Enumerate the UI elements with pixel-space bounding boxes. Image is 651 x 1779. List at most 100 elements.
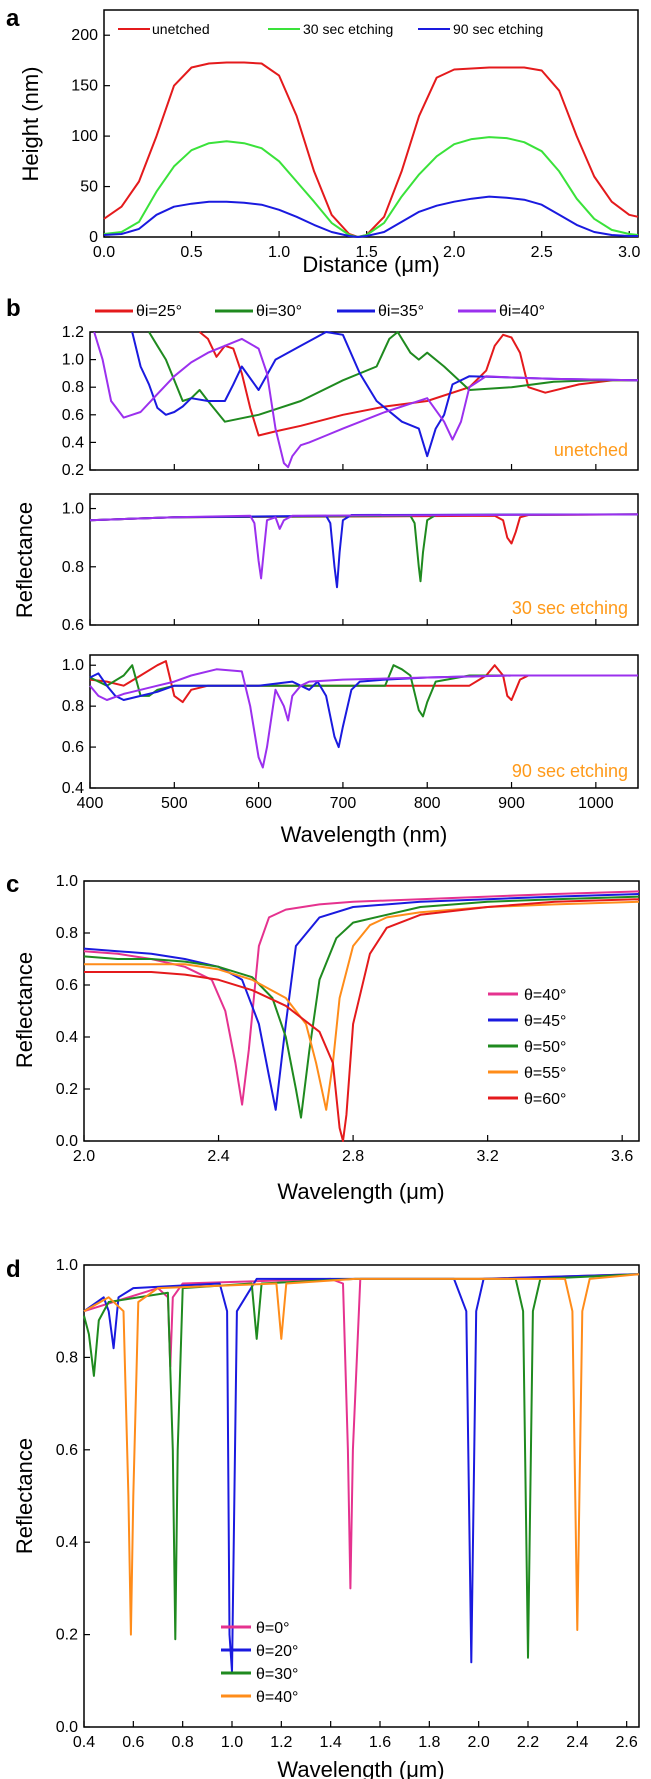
series-line-c-1 xyxy=(83,893,640,1111)
c-y-tick-label: 0.8 xyxy=(56,925,78,942)
c-y-tick-label: 0.4 xyxy=(56,1029,78,1046)
panel-b: b θi=25° θi=30° θi=35° θi=40° 0.2 0.4 0.6 0… xyxy=(6,295,639,847)
series-line-a-0 xyxy=(103,61,639,238)
legend-label-30-sec: 30 sec etching xyxy=(303,21,393,37)
plot-frame-b3 xyxy=(89,654,639,789)
series-line-b1-2 xyxy=(131,331,639,458)
annotation-90-sec-etching: 90 sec etching xyxy=(512,761,628,781)
c-x-tick-label: 3.2 xyxy=(477,1148,499,1165)
d-y-tick-label: 0.0 xyxy=(56,1719,78,1736)
legend-label-d-0: θ=0° xyxy=(256,1620,290,1637)
y-axis-label-b: Reflectance xyxy=(12,502,37,618)
b2-y-tick-label: 0.6 xyxy=(62,617,84,634)
legend-label-d-1: θ=20° xyxy=(256,1643,298,1660)
series-line-b1-3 xyxy=(93,331,639,469)
d-x-tick-label: 0.6 xyxy=(122,1734,144,1751)
a-x-tick-label: 0.5 xyxy=(180,244,202,261)
d-x-tick-label: 2.2 xyxy=(517,1734,539,1751)
d-y-tick-label: 1.0 xyxy=(56,1257,78,1274)
legend-label-c-2: θ=50° xyxy=(524,1039,566,1056)
d-y-tick-label: 0.8 xyxy=(56,1349,78,1366)
a-x-tick-label: 1.0 xyxy=(268,244,290,261)
x-axis-label-a: Distance (μm) xyxy=(302,252,439,277)
a-y-tick-label: 200 xyxy=(71,27,98,44)
b3-x-tick-label: 400 xyxy=(77,795,104,812)
series-line-d-2 xyxy=(83,1273,640,1659)
b3-y-tick-label: 0.4 xyxy=(62,780,84,797)
panel-label-c: c xyxy=(6,871,19,898)
c-y-tick-label: 0.0 xyxy=(56,1133,78,1150)
plot-frame-b1 xyxy=(89,331,639,471)
y-axis-label-c: Reflectance xyxy=(12,952,37,1068)
b3-x-tick-label: 500 xyxy=(161,795,188,812)
b1-y-tick-label: 0.8 xyxy=(62,379,84,396)
legend-label-theta-40: θi=40° xyxy=(499,303,545,320)
c-x-tick-label: 2.0 xyxy=(73,1148,95,1165)
series-line-b3-3 xyxy=(89,668,638,769)
d-y-tick-label: 0.6 xyxy=(56,1442,78,1459)
legend-label-d-3: θ=40° xyxy=(256,1689,298,1706)
d-x-tick-label: 2.4 xyxy=(566,1734,588,1751)
legend-label-theta-25: θi=25° xyxy=(136,303,182,320)
c-x-tick-label: 2.4 xyxy=(207,1148,229,1165)
series-line-b2-1 xyxy=(89,513,639,583)
x-axis-label-c: Wavelength (μm) xyxy=(277,1179,444,1204)
a-y-tick-label: 50 xyxy=(80,179,98,196)
legend-label-c-3: θ=55° xyxy=(524,1065,566,1082)
d-x-tick-label: 1.8 xyxy=(418,1734,440,1751)
a-y-tick-label: 0 xyxy=(89,229,98,246)
plot-frame-a xyxy=(103,9,639,238)
legend-c: θ=40° θ=45° θ=50° θ=55° θ=60° xyxy=(488,987,566,1108)
d-x-tick-label: 1.0 xyxy=(221,1734,243,1751)
b3-y-tick-label: 0.6 xyxy=(62,739,84,756)
b1-y-tick-label: 0.6 xyxy=(62,407,84,424)
legend-b: θi=25° θi=30° θi=35° θi=40° xyxy=(95,303,545,320)
d-x-tick-label: 1.6 xyxy=(369,1734,391,1751)
y-axis-label-d: Reflectance xyxy=(12,1438,37,1554)
b1-y-tick-label: 0.4 xyxy=(62,434,84,451)
panel-d: d 0.4 0.6 0.8 1.0 1.2 1.4 1.6 1.8 2.0 2.2 2.4 2.6 0.… xyxy=(6,1256,640,1779)
b3-y-tick-label: 0.8 xyxy=(62,698,84,715)
annotation-unetched: unetched xyxy=(554,440,628,460)
legend-label-c-4: θ=60° xyxy=(524,1091,566,1108)
d-x-tick-label: 0.4 xyxy=(73,1734,95,1751)
plot-frame-c xyxy=(83,880,640,1142)
c-y-tick-label: 0.2 xyxy=(56,1081,78,1098)
d-x-tick-label: 2.0 xyxy=(468,1734,490,1751)
legend-a: unetched 30 sec etching 90 sec etching xyxy=(118,21,543,37)
series-line-c-2 xyxy=(83,895,640,1119)
panel-a: a 0.0 0.5 1.0 1.5 2.0 2.5 3.0 0 50 100 150 200 unet… xyxy=(6,5,640,277)
series-line-b2-0 xyxy=(89,513,639,545)
panel-label-d: d xyxy=(6,1256,21,1283)
d-y-tick-label: 0.2 xyxy=(56,1627,78,1644)
series-line-c-3 xyxy=(84,900,640,1111)
a-y-tick-label: 150 xyxy=(71,78,98,95)
series-line-d-3 xyxy=(83,1273,640,1636)
plot-frame-b2 xyxy=(89,493,639,626)
b3-x-tick-label: 900 xyxy=(498,795,525,812)
series-line-b2-3 xyxy=(89,513,639,580)
annotation-30-sec-etching: 30 sec etching xyxy=(512,598,628,618)
a-y-tick-label: 100 xyxy=(71,128,98,145)
d-x-tick-label: 0.8 xyxy=(172,1734,194,1751)
b2-y-tick-label: 0.8 xyxy=(62,559,84,576)
b3-y-tick-label: 1.0 xyxy=(62,657,84,674)
d-x-tick-label: 1.4 xyxy=(320,1734,342,1751)
c-y-tick-label: 0.6 xyxy=(56,977,78,994)
d-x-tick-label: 2.6 xyxy=(616,1734,638,1751)
legend-label-theta-35: θi=35° xyxy=(378,303,424,320)
c-x-tick-label: 3.6 xyxy=(611,1148,633,1165)
a-x-tick-label: 2.0 xyxy=(443,244,465,261)
legend-label-theta-30: θi=30° xyxy=(256,303,302,320)
b3-x-tick-label: 1000 xyxy=(578,795,614,812)
series-line-b3-2 xyxy=(89,672,638,749)
b3-x-tick-label: 600 xyxy=(245,795,272,812)
series-line-a-1 xyxy=(103,136,639,238)
b1-y-tick-label: 1.2 xyxy=(62,324,84,341)
a-x-tick-label: 3.0 xyxy=(618,244,640,261)
series-line-b2-2 xyxy=(89,513,639,589)
x-axis-label-d: Wavelength (μm) xyxy=(277,1757,444,1779)
series-line-d-1 xyxy=(83,1273,640,1673)
a-x-tick-label: 0.0 xyxy=(93,244,115,261)
plot-frame-d xyxy=(83,1264,640,1728)
